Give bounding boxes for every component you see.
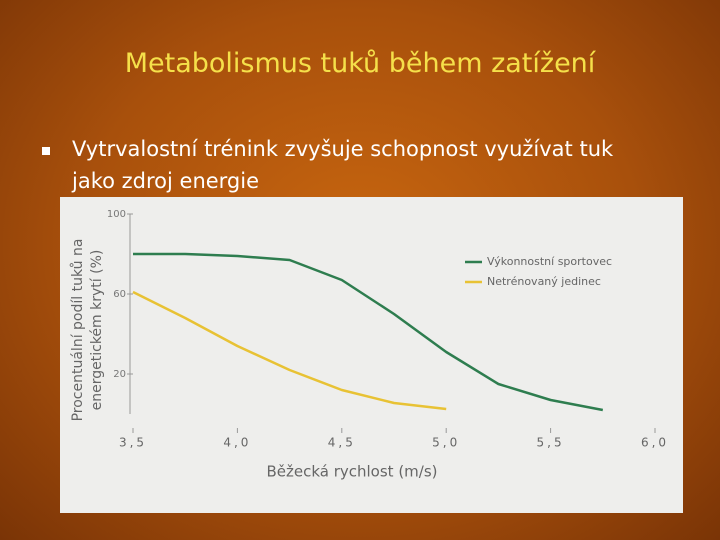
x-tick-label: 4,0 (223, 436, 251, 450)
y-tick-label: 20 (113, 369, 126, 380)
x-tick-label: 3,5 (119, 436, 147, 450)
y-tick-label: 60 (113, 289, 126, 300)
chart-background (60, 197, 683, 513)
y-axis-label: Procentuální podíl tuků na (70, 239, 86, 422)
y-tick-label: 100 (107, 209, 126, 220)
x-axis-label: Běžecká rychlost (m/s) (266, 463, 437, 481)
line-series (133, 252, 604, 412)
y-axis-label: energetickém krytí (%) (89, 250, 105, 411)
x-tick-label: 5,0 (432, 436, 460, 450)
x-tick-label: 4,5 (328, 436, 356, 450)
bullet-text: Vytrvalostní trénink zvyšuje schopnost v… (72, 137, 614, 193)
legend-label: Netrénovaný jedinec (487, 275, 601, 288)
bullet-mark (42, 147, 50, 155)
x-tick-label: 6,0 (641, 436, 669, 450)
x-tick-label: 5,5 (537, 436, 565, 450)
slide-title: Metabolismus tuků během zatížení (124, 48, 596, 79)
legend-label: Výkonnostní sportovec (487, 255, 612, 268)
line-series (132, 290, 447, 411)
